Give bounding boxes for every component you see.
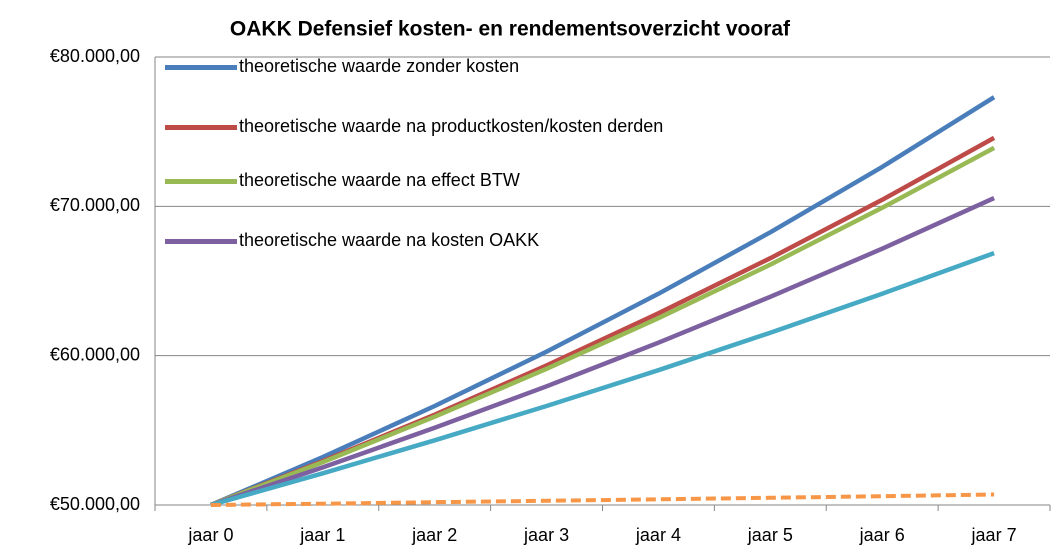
legend-label: theoretische waarde na productkosten/kos… xyxy=(239,116,664,136)
y-tick-label: €60.000,00 xyxy=(50,344,140,364)
y-tick-label: €70.000,00 xyxy=(50,195,140,215)
series-line xyxy=(210,250,995,508)
legend-label: theoretische waarde zonder kosten xyxy=(239,56,520,76)
x-tick-label: jaar 1 xyxy=(299,525,345,545)
y-tick-label: €80.000,00 xyxy=(50,46,140,66)
legend-swatch xyxy=(165,65,237,70)
x-tick-label: jaar 3 xyxy=(523,525,569,545)
chart-title: OAKK Defensief kosten- en rendementsover… xyxy=(230,18,791,41)
y-tick-label: €50.000,00 xyxy=(50,494,140,514)
series-line xyxy=(210,145,996,508)
legend-item: theoretische waarde na kosten OAKK xyxy=(165,228,729,253)
legend-item: theoretische waarde zonder kosten xyxy=(165,54,729,79)
x-tick-label: jaar 6 xyxy=(859,525,905,545)
series-line xyxy=(210,196,996,508)
legend-swatch xyxy=(165,125,237,130)
legend-swatch xyxy=(165,239,237,244)
x-tick-label: jaar 5 xyxy=(747,525,793,545)
x-tick-label: jaar 2 xyxy=(411,525,457,545)
series-line xyxy=(210,492,995,507)
legend-swatch xyxy=(165,179,237,184)
legend-item: theoretische waarde na productkosten/kos… xyxy=(165,114,729,139)
series-line xyxy=(210,95,996,508)
legend-label: theoretische waarde na kosten OAKK xyxy=(239,230,540,250)
x-tick-label: jaar 0 xyxy=(187,525,233,545)
legend-item: theoretische waarde na effect BTW xyxy=(165,168,729,193)
x-tick-label: jaar 7 xyxy=(971,525,1017,545)
legend-label: theoretische waarde na effect BTW xyxy=(239,170,520,190)
x-tick-label: jaar 4 xyxy=(635,525,681,545)
